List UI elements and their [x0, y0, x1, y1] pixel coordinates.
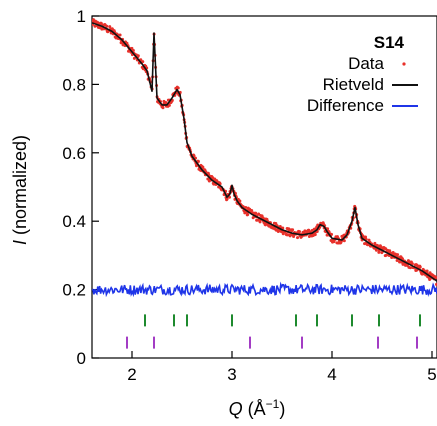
data-point — [225, 197, 229, 201]
data-point — [410, 262, 414, 266]
reflection-tick-marks — [126, 314, 421, 349]
data-point — [250, 209, 254, 213]
data-point — [342, 239, 346, 243]
difference-line — [92, 281, 437, 298]
data-point — [263, 223, 267, 227]
data-point — [167, 103, 171, 107]
data-point — [118, 33, 122, 37]
x-tick-label: 5 — [427, 365, 436, 384]
data-point — [176, 86, 180, 90]
data-point — [136, 54, 140, 58]
legend-label-data: Data — [348, 54, 384, 73]
y-axis-title: I (normalized) — [10, 135, 30, 245]
data-point — [131, 49, 135, 53]
data-point — [161, 106, 165, 110]
y-tick-label: 0 — [77, 349, 86, 368]
data-point — [238, 199, 242, 203]
data-point — [330, 232, 334, 236]
y-tick-label: 0.4 — [62, 212, 86, 231]
x-axis-title: Q (Å−1) — [229, 397, 286, 419]
data-point — [244, 205, 248, 209]
difference-series — [92, 281, 437, 298]
axes-frame — [91, 15, 437, 359]
y-tick-label: 0.6 — [62, 144, 86, 163]
x-axis-ticks: 2 3 4 5 — [127, 351, 437, 384]
data-point — [425, 269, 429, 273]
y-tick-label: 0.8 — [62, 75, 86, 94]
data-point — [93, 24, 97, 28]
data-point — [388, 249, 392, 253]
data-point — [228, 195, 232, 199]
data-point — [141, 60, 145, 64]
data-point — [326, 227, 330, 231]
legend-title: S14 — [374, 33, 405, 52]
data-point — [105, 24, 109, 28]
data-point — [313, 233, 317, 237]
legend: S14 Data Rietveld Difference — [307, 33, 418, 115]
data-point — [258, 220, 262, 224]
data-point — [297, 230, 301, 234]
data-point — [325, 233, 329, 237]
legend-label-rietveld: Rietveld — [323, 75, 384, 94]
rietveld-line — [92, 22, 437, 282]
plot-area — [92, 18, 437, 349]
data-point — [254, 211, 258, 215]
data-point — [196, 159, 200, 163]
data-point — [192, 154, 196, 158]
data-point — [434, 275, 437, 279]
data-point — [130, 46, 134, 50]
data-point — [246, 212, 250, 216]
data-series — [92, 18, 437, 287]
data-point — [281, 226, 285, 230]
data-point — [408, 266, 412, 270]
legend-swatch-data — [402, 62, 406, 66]
data-point — [396, 253, 400, 257]
data-point — [418, 265, 422, 269]
data-point — [374, 248, 378, 252]
y-axis-ticks: 0 0.2 0.4 0.6 0.8 1 — [62, 7, 99, 368]
data-point — [291, 228, 295, 232]
legend-label-difference: Difference — [307, 96, 384, 115]
plot-frame — [91, 15, 437, 359]
y-tick-label: 1 — [77, 7, 86, 26]
data-point — [296, 236, 300, 240]
x-tick-label: 2 — [127, 365, 136, 384]
x-tick-label: 3 — [227, 365, 236, 384]
y-tick-label: 0.2 — [62, 281, 86, 300]
rietveld-series — [92, 22, 437, 282]
x-tick-label: 4 — [327, 365, 336, 384]
data-point — [384, 253, 388, 257]
